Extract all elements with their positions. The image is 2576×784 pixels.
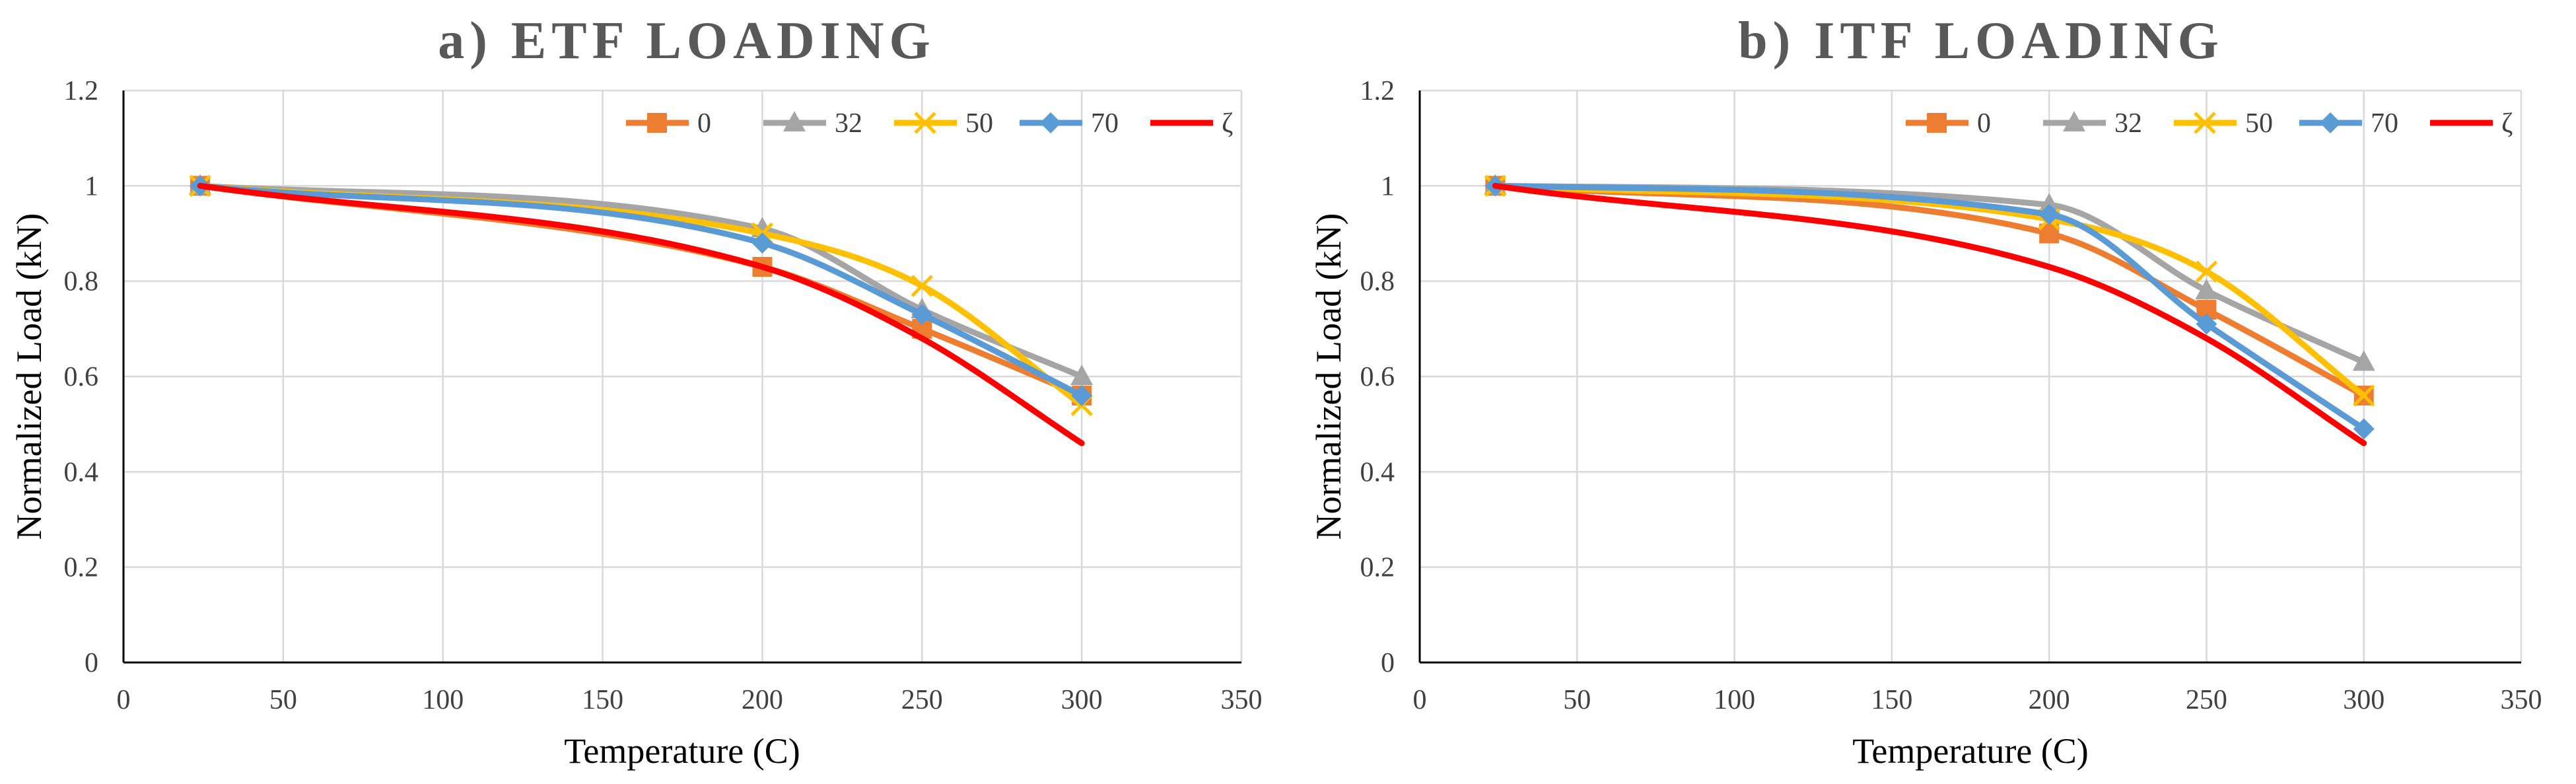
legend-swatch-marker	[1040, 112, 1061, 133]
x-tick-label: 150	[582, 685, 623, 715]
x-axis-label: Temperature (C)	[1852, 731, 2089, 771]
x-tick-label: 50	[269, 685, 297, 715]
data-point	[2195, 260, 2218, 283]
x-tick-label: 350	[2501, 685, 2542, 715]
y-tick-label: 1	[1381, 171, 1395, 201]
x-tick-label: 200	[2029, 685, 2070, 715]
x-tick-label: 250	[2186, 685, 2227, 715]
chart-title: b) ITF LOADING	[1738, 12, 2224, 70]
legend-swatch-marker	[914, 112, 936, 134]
series-1	[189, 174, 1094, 385]
chart-title: a) ETF LOADING	[438, 12, 936, 70]
series-3	[1484, 175, 2375, 440]
legend-label: 70	[2371, 108, 2398, 139]
x-tick-label: 150	[1871, 685, 1912, 715]
y-tick-label: 0	[85, 648, 98, 678]
y-tick-label: 0.6	[64, 362, 99, 392]
data-point	[911, 275, 934, 297]
data-point	[2038, 193, 2061, 214]
series-line	[197, 182, 1085, 380]
y-tick-label: 0.8	[1360, 267, 1395, 297]
y-tick-label: 1	[85, 171, 98, 201]
y-tick-label: 0	[1381, 648, 1395, 678]
legend-swatch-marker	[647, 113, 667, 133]
data-point	[1071, 384, 1093, 406]
legend-swatch-marker	[2320, 112, 2341, 133]
legend-entry: ζ	[2430, 108, 2513, 139]
x-tick-label: 100	[422, 685, 464, 715]
legend-entry: 0	[626, 108, 711, 139]
series-line	[1492, 182, 2367, 399]
x-tick-label: 250	[901, 685, 943, 715]
legend-label: ζ	[2501, 108, 2513, 139]
legend-entry: 32	[763, 108, 862, 139]
legend-label: ζ	[1222, 108, 1233, 139]
series-2	[189, 174, 1093, 417]
series-line	[197, 182, 1085, 446]
data-point	[2038, 203, 2060, 225]
legend-label: 50	[965, 108, 993, 139]
data-point	[2352, 350, 2375, 371]
series-line	[1492, 182, 2367, 446]
legend-label: 0	[1977, 108, 1991, 139]
x-tick-label: 0	[1413, 685, 1427, 715]
series-4	[1492, 182, 2367, 446]
x-tick-label: 0	[117, 685, 131, 715]
legend-label: 32	[2114, 108, 2142, 139]
x-tick-label: 300	[1061, 685, 1103, 715]
y-tick-label: 0.4	[64, 457, 99, 487]
series-4	[197, 182, 1085, 446]
legend-entry: 50	[894, 108, 993, 139]
x-tick-label: 100	[1714, 685, 1755, 715]
y-axis-label: Normalized Load (kN)	[1309, 213, 1348, 540]
legend-swatch-marker	[2063, 111, 2085, 131]
legend-swatch-marker	[783, 111, 806, 131]
y-tick-label: 0.2	[1360, 553, 1395, 583]
series-3	[190, 175, 1093, 406]
data-point	[2352, 384, 2375, 407]
x-tick-label: 300	[2343, 685, 2385, 715]
y-tick-label: 1.2	[1360, 76, 1395, 106]
data-point	[1070, 365, 1094, 385]
x-tick-label: 350	[1221, 685, 1263, 715]
data-point	[911, 304, 933, 326]
y-tick-label: 0.2	[64, 553, 99, 583]
x-tick-label: 200	[742, 685, 783, 715]
data-point	[751, 232, 773, 254]
y-tick-label: 0.4	[1360, 457, 1395, 487]
legend-label: 0	[697, 108, 711, 139]
y-axis-label: Normalized Load (kN)	[9, 213, 49, 540]
series-line	[197, 182, 1085, 399]
legend-entry: 32	[2043, 108, 2142, 139]
x-tick-label: 50	[1563, 685, 1591, 715]
series-line	[1492, 182, 2367, 432]
x-axis-label: Temperature (C)	[564, 731, 800, 771]
y-tick-label: 0.6	[1360, 362, 1395, 392]
data-point	[2196, 313, 2217, 335]
y-tick-label: 1.2	[64, 76, 99, 106]
legend-entry: 70	[1020, 108, 1119, 139]
legend-entry: 0	[1906, 108, 1991, 139]
legend-swatch-marker	[1927, 113, 1947, 133]
legend-swatch-marker	[2194, 112, 2216, 134]
data-point	[2195, 279, 2218, 300]
legend-entry: ζ	[1150, 108, 1233, 139]
data-point	[2353, 418, 2375, 440]
legend-entry: 50	[2174, 108, 2273, 139]
legend-label: 70	[1091, 108, 1119, 139]
legend-label: 50	[2245, 108, 2273, 139]
legend-entry: 70	[2299, 108, 2398, 139]
legend-label: 32	[835, 108, 862, 139]
y-tick-label: 0.8	[64, 267, 99, 297]
